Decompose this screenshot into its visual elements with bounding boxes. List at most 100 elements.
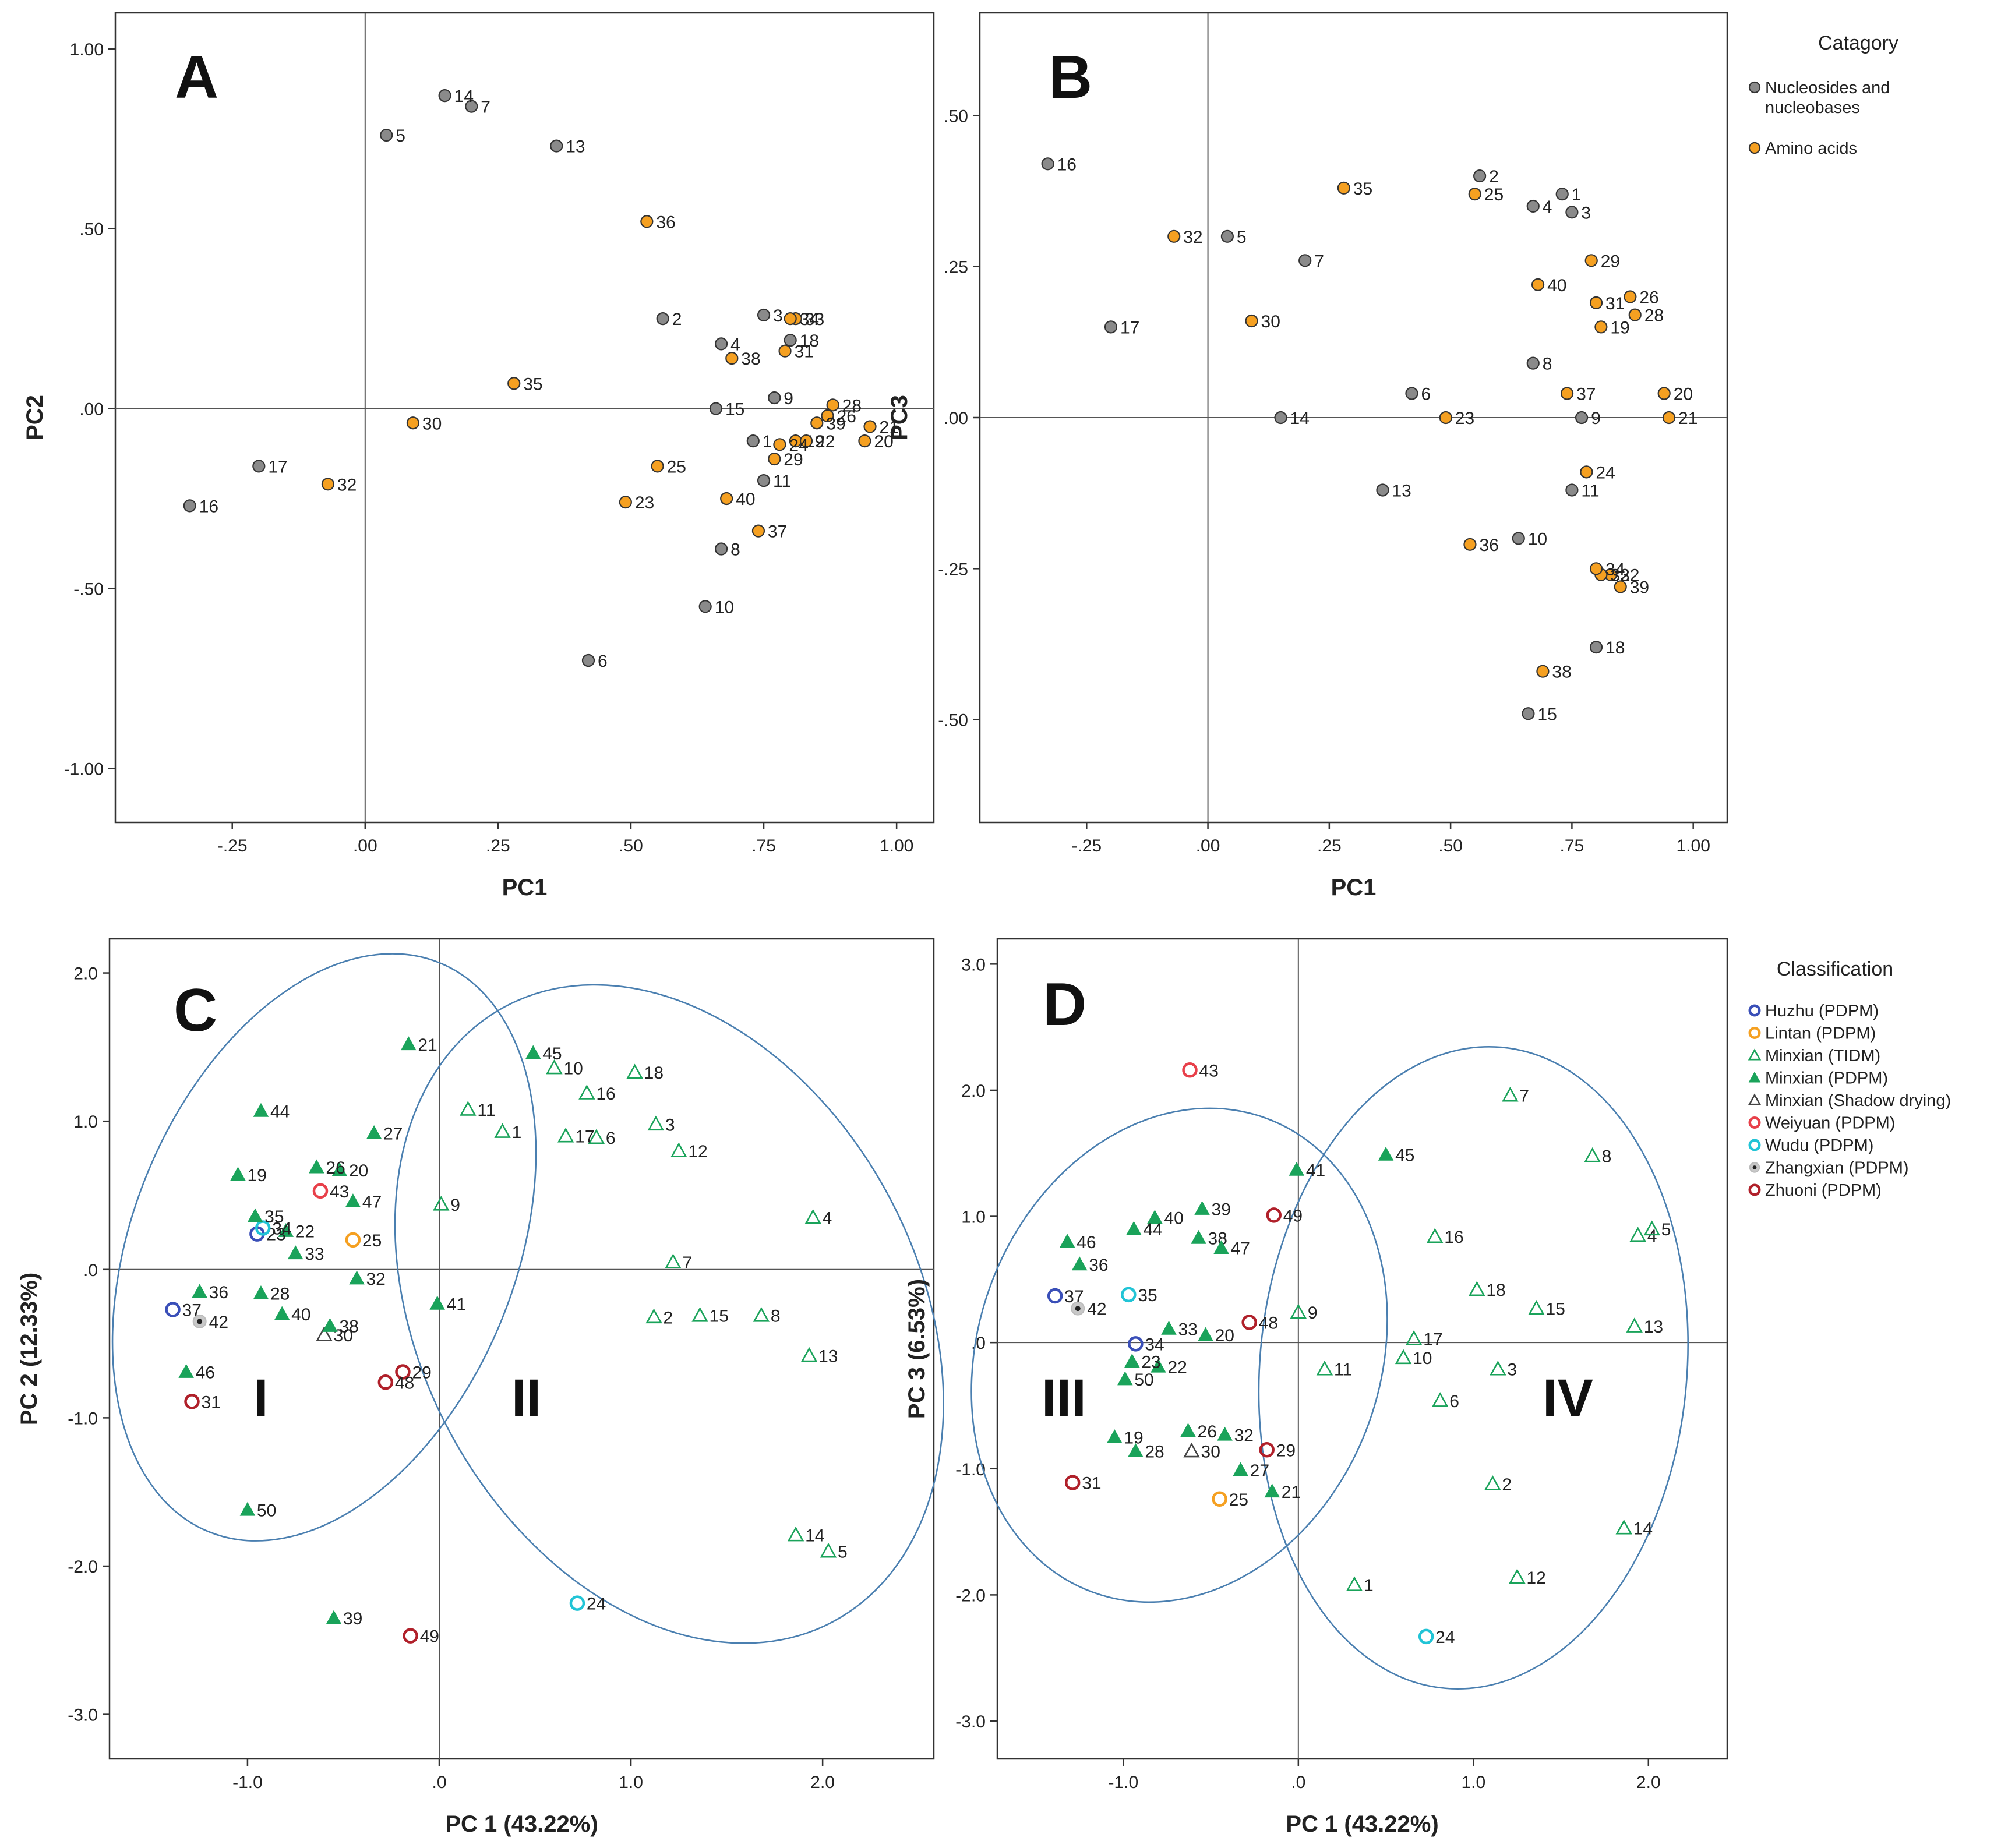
x-tick-label: -1.0 [232,1773,263,1792]
point-label: 4 [1647,1227,1657,1246]
point-label: 10 [563,1059,583,1079]
y-tick-label: .25 [944,258,968,277]
x-tick-label: 2.0 [1636,1773,1661,1792]
data-point [1378,1146,1394,1161]
data-point [1528,1300,1545,1315]
data-point [1662,411,1676,425]
panel-letter: C [174,977,217,1044]
x-tick-label: -.25 [1071,836,1102,856]
data-point [274,1306,290,1320]
y-tick-label: -.50 [73,580,104,599]
data-point [1071,1256,1088,1271]
point-label: 30 [1201,1442,1220,1461]
point-label: 16 [1444,1228,1463,1247]
point-label: 39 [343,1609,362,1628]
data-point [1615,1519,1632,1535]
point-label: 20 [874,432,893,451]
data-point [255,1220,271,1236]
cluster-label-iii: III [1042,1369,1086,1428]
point-label: 8 [771,1307,781,1326]
data-point [1580,465,1593,479]
data-point [784,312,797,326]
data-point [429,1295,445,1310]
point-label: 22 [816,432,835,451]
point-label: 44 [270,1102,290,1121]
point-label: 33 [305,1245,324,1264]
point-label: 12 [688,1142,707,1161]
data-point [1509,1568,1526,1584]
x-tick-label: .25 [1317,836,1342,856]
point-label: 37 [1576,385,1596,404]
point-label: 16 [596,1084,615,1104]
data-point [1628,308,1642,321]
data-point [1589,562,1603,575]
y-tick-label: -.50 [938,711,968,730]
point-label: 36 [209,1283,228,1302]
point-label: 45 [1395,1146,1414,1165]
point-label: 17 [1120,318,1139,337]
y-tick-label: .00 [79,400,104,419]
data-point [1064,1475,1081,1490]
data-point [863,420,877,433]
cluster-ellipse-i [111,953,537,1542]
data-point [1629,1227,1646,1242]
point-label: 29 [1276,1441,1296,1460]
data-point [1346,1576,1363,1591]
point-label: 1 [763,432,772,451]
data-point [1565,206,1579,219]
data-point [768,452,781,466]
point-label: 9 [1591,409,1601,428]
point-label: 1 [1572,185,1582,204]
point-label: 1 [1364,1576,1374,1595]
data-point [1522,707,1535,720]
point-label: 48 [1259,1314,1278,1333]
legend-item-label: Lintan (PDPM) [1765,1024,1876,1043]
data-point [1526,356,1540,370]
point-label: 2 [1502,1475,1512,1494]
data-point [753,1307,770,1322]
data-point [1657,387,1671,400]
legend-item-label: Wudu (PDPM) [1765,1136,1873,1155]
point-label: 14 [454,87,474,106]
data-point [1194,1201,1210,1215]
data-point [401,1036,417,1051]
point-label: 39 [1630,578,1649,597]
point-label: 45 [542,1044,562,1063]
y-tick-label: -3.0 [68,1706,98,1725]
data-point [247,1208,263,1222]
data-point [1490,1360,1506,1376]
legend-item-label: Amino acids [1765,139,1857,158]
data-point-core [197,1319,203,1324]
point-label: 38 [741,349,760,369]
data-point [709,402,723,415]
data-point [377,1374,394,1390]
data-point [578,1084,595,1100]
point-label: 8 [1602,1147,1612,1167]
data-point [1217,1426,1233,1441]
point-label: 27 [1250,1461,1269,1480]
y-axis-title: PC 2 (12.33%) [16,1273,42,1425]
data-point [1259,1442,1275,1458]
point-label: 40 [736,490,755,509]
data-point [787,1526,804,1542]
y-tick-label: .0 [83,1261,98,1280]
point-label: 28 [270,1285,290,1304]
point-label: 16 [1057,155,1077,174]
data-point [326,1610,342,1624]
point-label: 7 [1314,252,1324,271]
point-label: 2 [664,1308,673,1327]
point-label: 29 [1601,252,1620,271]
data-point [784,334,797,347]
point-label: 28 [1644,306,1664,326]
data-point [1182,1062,1198,1078]
point-label: 29 [784,450,803,469]
point-label: 22 [1167,1358,1187,1377]
x-tick-label: .75 [751,836,776,856]
point-label: 20 [1215,1326,1234,1345]
data-point [1526,199,1540,213]
data-point [1126,1221,1142,1235]
point-label: 6 [598,652,608,671]
legend-item-label: Weiyuan (PDPM) [1765,1114,1895,1133]
cluster-ellipse-iii [970,1107,1388,1603]
data-point [665,1253,682,1268]
